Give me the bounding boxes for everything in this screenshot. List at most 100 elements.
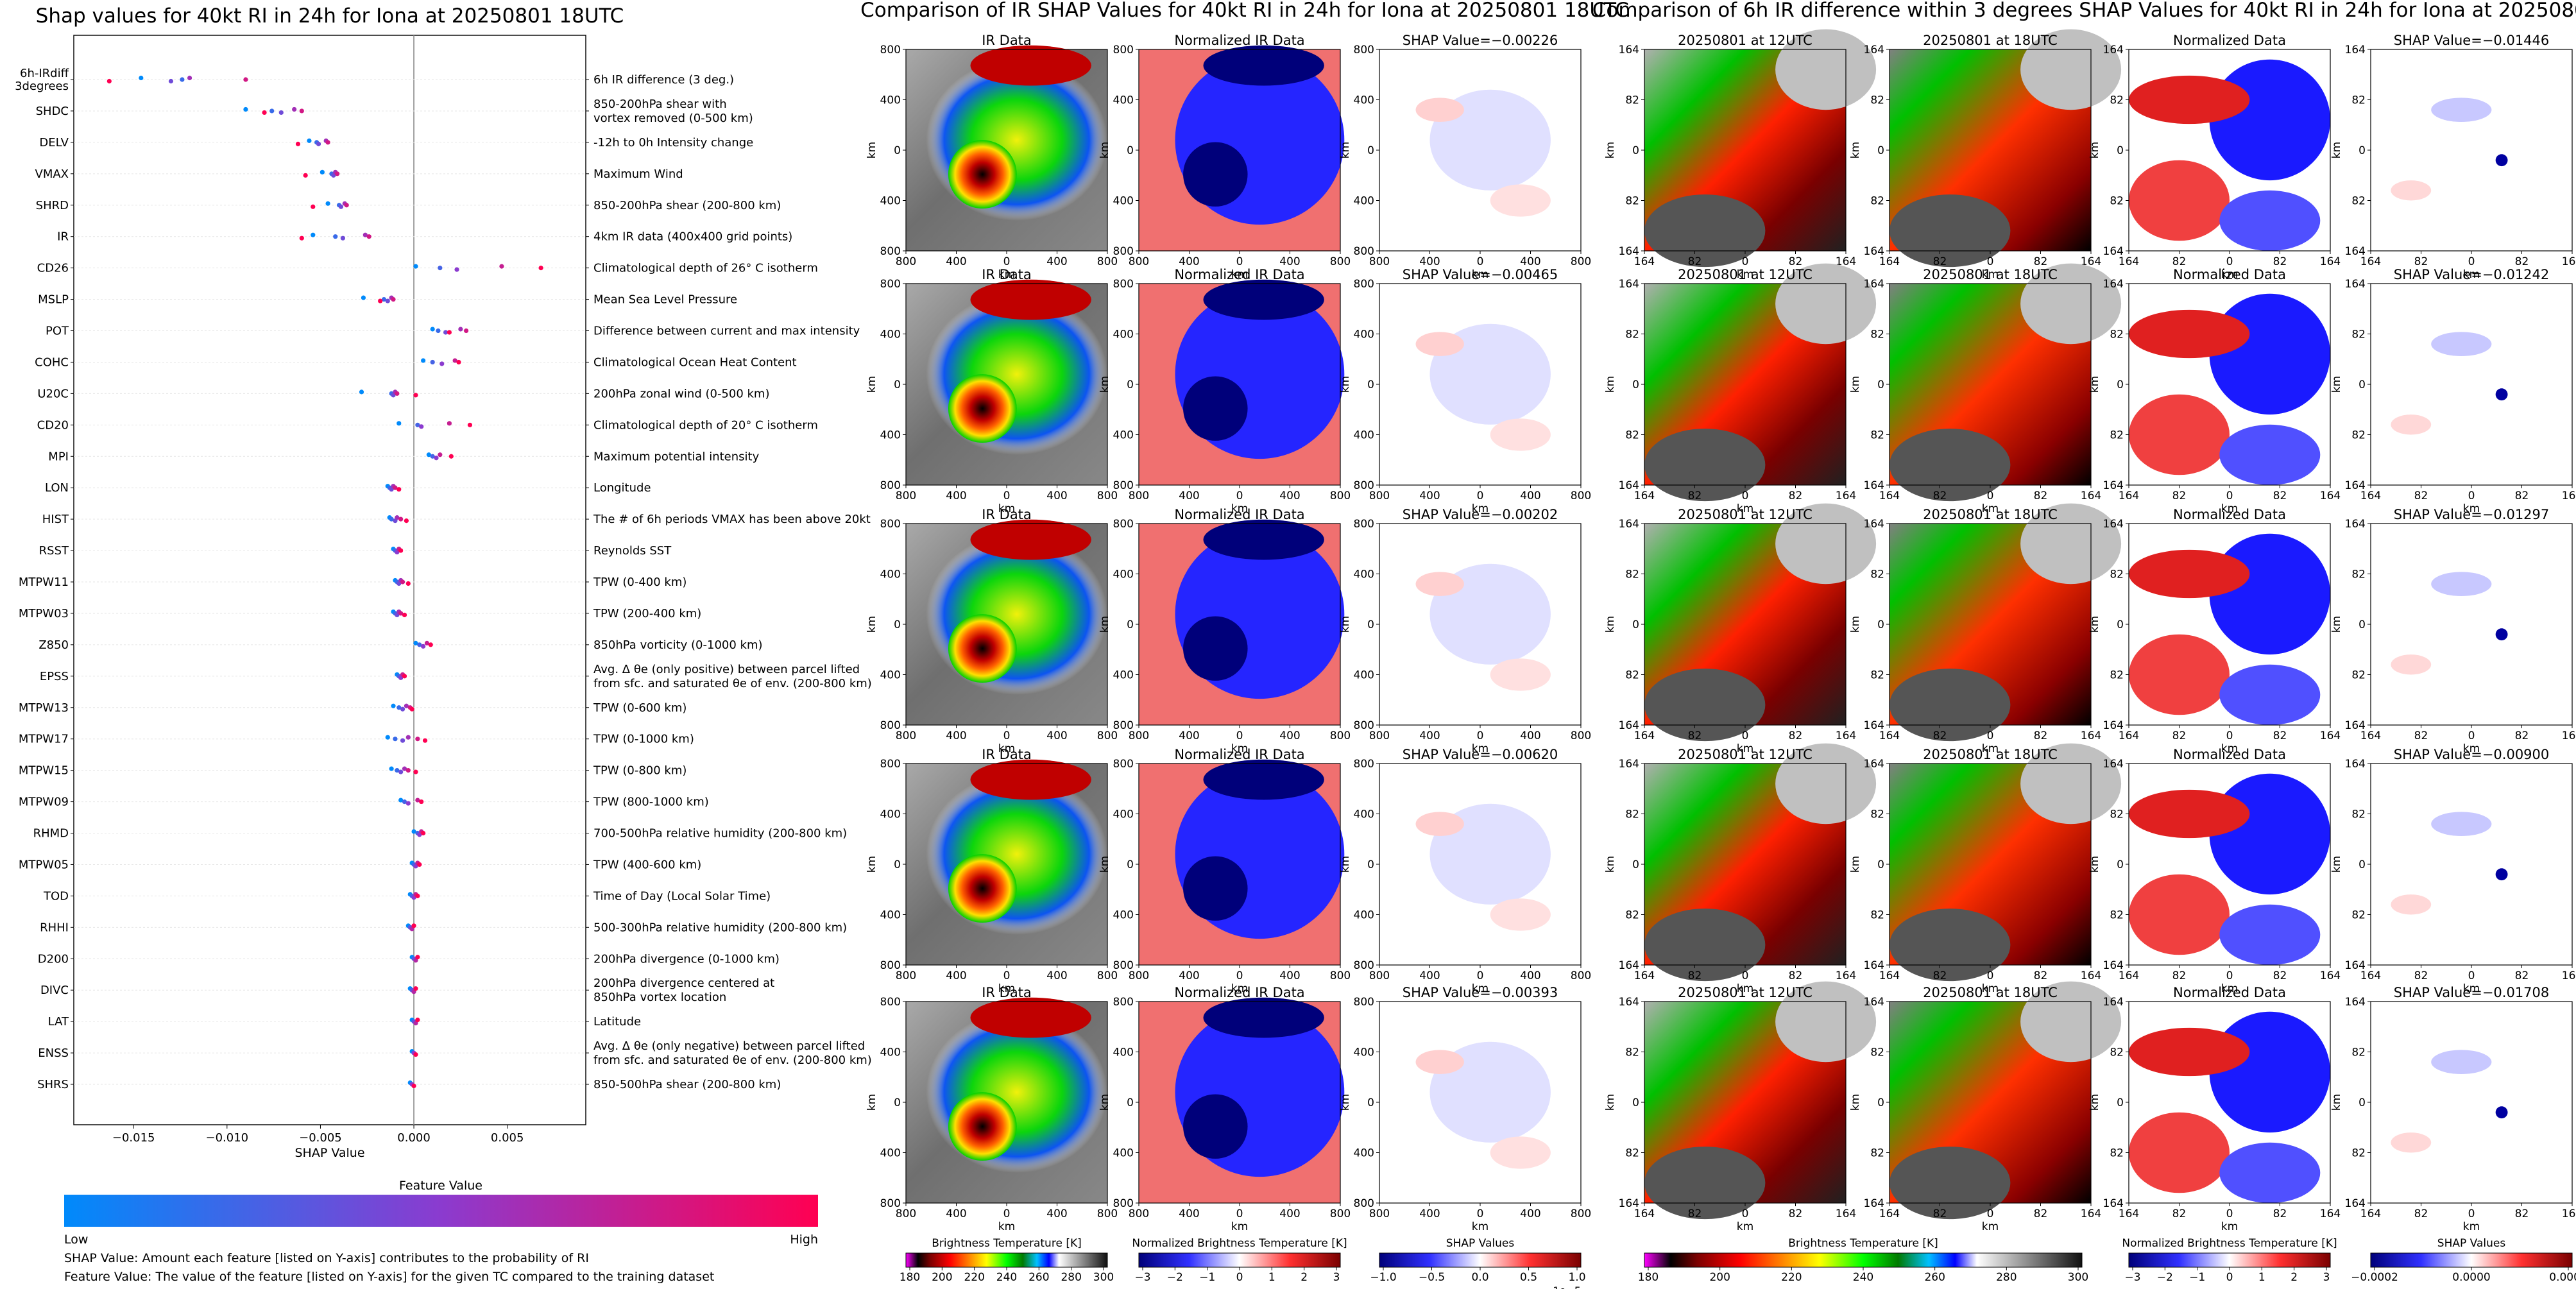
y-tick-label: 82 [1625, 808, 1639, 821]
feature-description: Avg. Δ θe (only positive) between parcel… [593, 663, 860, 676]
x-tick-label: 82 [1933, 255, 1947, 268]
panel-title: Normalized Data [2173, 507, 2286, 522]
x-axis-label: km [1472, 982, 1488, 995]
x-tick-label: 0.005 [491, 1131, 524, 1145]
colorbar-tick-label: −1 [2189, 1271, 2205, 1284]
y-tick-label: 0 [2358, 379, 2366, 391]
y-axis-label: km [2088, 376, 2101, 393]
y-tick-label: 82 [2351, 329, 2366, 341]
x-tick-label: 800 [896, 1208, 916, 1220]
y-tick-label: 800 [1354, 996, 1374, 1009]
shap-point [269, 108, 275, 114]
panel-title: 20250801 at 18UTC [1923, 747, 2058, 762]
y-axis-label: km [1339, 856, 1352, 873]
image-panel: SHAP Value=−0.01297164820821641648208216… [2330, 507, 2576, 755]
cold-region [2219, 190, 2321, 251]
warm-region [2129, 160, 2230, 241]
x-axis-label: km [1231, 742, 1248, 755]
x-tick-label: 164 [2360, 490, 2381, 502]
shap-point [404, 703, 409, 708]
x-tick-label: 800 [1369, 730, 1390, 742]
colorbar-tick-label: 0.0000 [2452, 1271, 2490, 1284]
y-tick-label: 82 [2351, 568, 2366, 581]
shap-point [311, 232, 316, 237]
y-tick-label: 164 [2345, 278, 2366, 291]
panel-title: Normalized Data [2173, 985, 2286, 1000]
colorbar-low: Low [64, 1233, 88, 1247]
y-tick-label: 800 [880, 278, 901, 291]
x-tick-label: 0 [1742, 730, 1749, 742]
colorbar-label: SHAP Values [2437, 1237, 2506, 1250]
colorbar-label: SHAP Values [1446, 1237, 1515, 1250]
feature-description: TPW (400-600 km) [593, 858, 701, 871]
y-tick-label: 164 [2103, 959, 2124, 972]
note-text: Feature Value: The value of the feature … [64, 1270, 714, 1284]
y-tick-label: 0 [2358, 1097, 2366, 1109]
feature-description: Climatological Ocean Heat Content [593, 355, 797, 369]
feature-description: Longitude [593, 481, 651, 495]
shap-point [413, 986, 418, 991]
colorbar-tick-label: 220 [1781, 1271, 1802, 1284]
y-tick-label: 82 [1870, 909, 1884, 922]
x-tick-label: 800 [1097, 490, 1118, 502]
y-axis-label: km [1604, 1094, 1617, 1111]
panel-title: Normalized IR Data [1174, 267, 1304, 282]
panel-title: Normalized IR Data [1174, 507, 1304, 522]
shap-point [415, 955, 420, 960]
shap-point [366, 234, 371, 239]
cold-region [2209, 293, 2330, 415]
y-tick-label: 0 [1127, 379, 1134, 391]
x-tick-label: 0 [1742, 490, 1749, 502]
x-tick-label: 800 [1097, 730, 1118, 742]
cloud-top [1203, 519, 1324, 560]
y-tick-label: 82 [2351, 94, 2366, 107]
shap-point [335, 171, 340, 176]
shap-point [419, 799, 424, 805]
warm-region [2129, 75, 2250, 124]
shap-point [295, 141, 301, 146]
shap-point [385, 298, 390, 303]
x-tick-label: 400 [946, 1208, 966, 1220]
y-tick-label: 0 [1127, 619, 1134, 631]
shap-axes-frame [73, 35, 586, 1125]
x-axis-label: km [2221, 1220, 2238, 1233]
y-tick-label: 0 [2358, 619, 2366, 631]
x-tick-label: 0 [1236, 490, 1243, 502]
x-tick-label: 164 [1836, 255, 1856, 268]
colorbar-tick-label: 200 [932, 1271, 952, 1284]
colorbar-tick-label: −3 [2124, 1271, 2140, 1284]
x-tick-label: 82 [1688, 969, 1702, 982]
shap-point [320, 169, 325, 175]
y-tick-label: 82 [2110, 329, 2124, 341]
colorbar-tick-label: 260 [1924, 1271, 1945, 1284]
y-tick-label: 0 [2358, 858, 2366, 871]
shap-point [262, 110, 267, 115]
x-axis-label: km [1231, 502, 1248, 515]
panel-background [2371, 49, 2572, 251]
x-tick-label: 82 [2172, 490, 2187, 502]
colorbar-tick-label: 0 [1236, 1271, 1243, 1284]
storm-core [948, 140, 1017, 209]
panel-title: SHAP Value=−0.00900 [2394, 747, 2550, 762]
x-axis-label: km [2221, 268, 2238, 281]
x-tick-label: 800 [1129, 490, 1149, 502]
y-axis-label: km [2330, 376, 2343, 393]
colorbar-tick-label: 3 [2323, 1271, 2330, 1284]
x-axis-label: km [1231, 1220, 1248, 1233]
y-tick-label: 0 [1877, 858, 1884, 871]
feature-description: Reynolds SST [593, 544, 672, 558]
x-tick-label: 164 [1836, 1208, 1856, 1220]
shap-point [424, 640, 430, 645]
y-axis-label: km [1339, 1094, 1352, 1111]
x-tick-label: 82 [2414, 255, 2428, 268]
y-tick-label: 800 [880, 44, 901, 56]
shap-point [464, 328, 469, 334]
colorbar-title: Feature Value [399, 1179, 482, 1193]
shap-point [411, 1083, 416, 1089]
shap-point [361, 295, 366, 300]
x-tick-label: 82 [1789, 969, 1803, 982]
shap-point [325, 140, 330, 145]
colorbar-tick-label: 240 [1853, 1271, 1873, 1284]
